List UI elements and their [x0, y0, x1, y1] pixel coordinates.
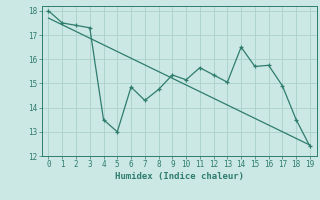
X-axis label: Humidex (Indice chaleur): Humidex (Indice chaleur) — [115, 172, 244, 181]
